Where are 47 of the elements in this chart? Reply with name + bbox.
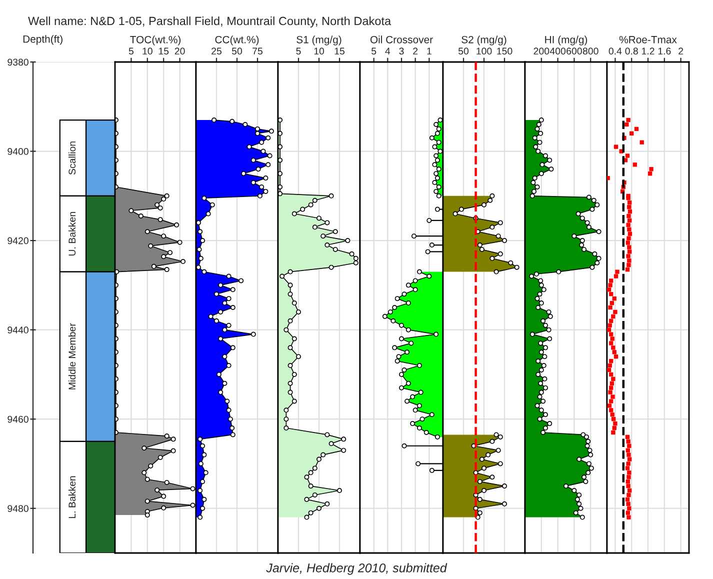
x-tick-label: 800: [582, 48, 598, 55]
x-axis-title: S2 (mg/g): [462, 36, 506, 46]
y-tick-label: 9380: [8, 58, 28, 66]
x-tick-label: 75: [252, 48, 262, 55]
x-tick-label: 2: [413, 48, 418, 54]
x-tick-label: 10: [142, 48, 152, 55]
x-tick-label: 0.8: [625, 48, 638, 55]
x-tick-label: 5: [128, 48, 134, 55]
x-tick-label: 4: [385, 48, 390, 54]
y-axis-title: Depth(ft): [23, 35, 62, 45]
x-tick-label: 1: [427, 48, 432, 54]
x-tick-label: 100: [476, 48, 492, 55]
text: L. Bakken: [68, 476, 76, 518]
x-tick-label: 25: [212, 48, 222, 55]
x-axis-title: HI (mg/g): [545, 36, 588, 46]
x-tick-label: 0.4: [608, 48, 622, 55]
x-axis-title: CC(wt.%): [215, 36, 259, 46]
y-tick-label: 9400: [8, 148, 28, 155]
x-tick-label: 1.6: [658, 48, 671, 55]
y-tick-label: 9440: [8, 326, 28, 334]
text: Well name: N&D 1-05, Parshall Field, Mountrail County, North Dakota: [28, 16, 392, 28]
x-axis-title: Oil Crossover: [370, 36, 433, 44]
x-tick-label: 2: [678, 48, 684, 54]
x-tick-label: 200: [534, 48, 550, 55]
text: Scallion: [68, 142, 76, 175]
x-tick-label: 1.2: [642, 48, 654, 54]
x-tick-label: 50: [232, 48, 242, 55]
x-tick-label: 20: [174, 48, 185, 55]
x-axis-title: TOC(wt.%): [130, 36, 181, 46]
y-tick-label: 9480: [8, 505, 28, 512]
x-tick-label: 50: [458, 48, 469, 55]
text: Jarvie, Hedberg 2010, submitted: [266, 563, 448, 575]
x-axis-title: %Roe-Tmax: [619, 36, 677, 44]
x-axis-title: S1 (mg/g): [296, 36, 342, 46]
text: U. Bakken: [68, 212, 76, 256]
x-tick-label: 10: [314, 48, 324, 55]
x-tick-label: 150: [497, 48, 512, 55]
x-tick-label: 3: [399, 48, 404, 55]
x-tick-label: 5: [296, 48, 301, 55]
text: Middle Member: [68, 323, 76, 390]
x-tick-label: 5: [372, 48, 376, 55]
y-tick-label: 9460: [8, 416, 28, 423]
x-tick-label: 600: [566, 48, 582, 55]
x-tick-label: 15: [334, 48, 344, 55]
x-tick-label: 400: [550, 48, 566, 55]
y-tick-label: 9420: [8, 237, 28, 244]
x-tick-label: 15: [158, 48, 169, 55]
